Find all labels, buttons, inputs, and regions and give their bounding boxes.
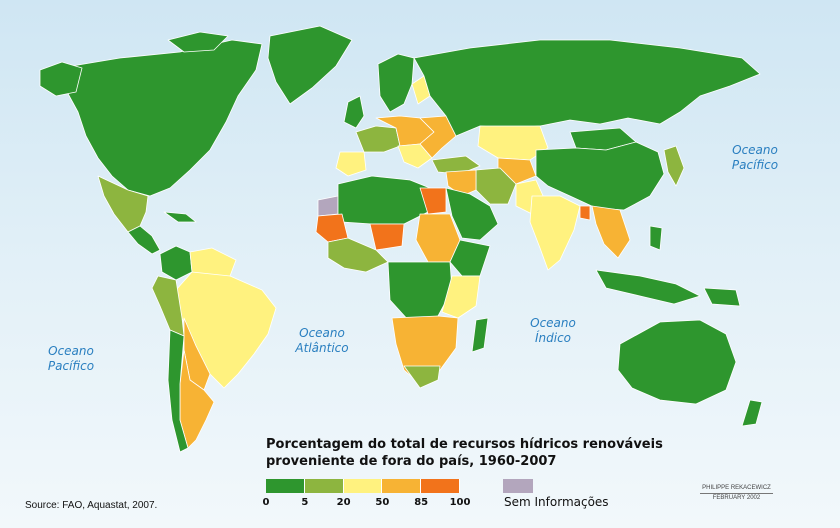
legend-swatch-85-100: [421, 479, 460, 493]
legend-tick-label: 5: [301, 497, 309, 508]
region-italy-balkans: [397, 143, 433, 169]
map-title-line-1: Porcentagem do total de recursos hídrico…: [266, 437, 663, 452]
region-central-america: [127, 225, 161, 255]
region-iberia: [335, 151, 367, 177]
legend-tick-label: 100: [449, 497, 471, 508]
region-china: [535, 141, 665, 211]
region-korea-japan: [663, 145, 685, 187]
legend-swatch-50-85: [382, 479, 422, 493]
region-colombia: [159, 245, 193, 281]
legend-tick-label: 50: [375, 497, 390, 508]
region-peru-ecuador: [151, 275, 185, 337]
region-west-africa: [327, 237, 389, 273]
region-alaska: [39, 61, 83, 97]
region-western-europe: [355, 125, 401, 153]
region-caribbean: [163, 211, 197, 223]
region-north-africa: [337, 175, 431, 225]
legend-swatch-20-50: [343, 479, 383, 493]
region-chile: [167, 329, 189, 453]
map-title: Porcentagem do total de recursos hídrico…: [266, 436, 706, 470]
ocean-label-line: Índico: [534, 331, 572, 345]
legend-tick-label: 85: [414, 497, 429, 508]
ocean-label-atlantic: Oceano Atlântico: [286, 326, 358, 356]
region-russia: [413, 39, 761, 137]
region-papua: [703, 287, 741, 307]
region-egypt: [419, 187, 447, 215]
ocean-label-line: Oceano: [48, 344, 94, 358]
region-north-america: [59, 39, 263, 197]
region-philippines: [649, 225, 663, 251]
legend-swatch-5-20: [304, 479, 344, 493]
credit-author: PHILIPPE REKACEWICZ: [700, 484, 773, 494]
region-scandinavia: [377, 53, 415, 113]
ocean-label-line: Pacífico: [47, 359, 95, 373]
credit-date: FEBRUARY 2002: [712, 495, 761, 501]
legend-color-scale: [266, 479, 460, 493]
legend-tick-label: 0: [262, 497, 270, 508]
region-australia: [617, 319, 737, 405]
ocean-label-indian: Oceano Índico: [520, 316, 586, 346]
map-title-line-2: proveniente de fora do país, 1960-2007: [266, 454, 557, 469]
author-credit: PHILIPPE REKACEWICZ FEBRUARY 2002: [700, 484, 773, 503]
ocean-label-line: Oceano: [530, 316, 576, 330]
region-south-africa: [403, 365, 441, 389]
region-madagascar: [471, 317, 489, 353]
legend-swatch-0-5: [266, 479, 305, 493]
ocean-label-line: Oceano: [299, 326, 345, 340]
region-india: [529, 195, 581, 271]
ocean-label-line: Atlântico: [295, 341, 349, 355]
region-southeast-asia: [591, 205, 631, 259]
source-note: Source: FAO, Aquastat, 2007.: [25, 500, 158, 511]
region-mauritania: [315, 213, 349, 243]
region-indonesia: [595, 269, 701, 305]
region-bangladesh: [579, 205, 591, 221]
legend-no-data-swatch: [503, 479, 533, 493]
ocean-label-pacific-east: Oceano Pacífico: [722, 143, 788, 173]
region-arabia: [445, 187, 499, 241]
ocean-label-pacific-west: Oceano Pacífico: [38, 344, 104, 374]
region-new-zealand: [741, 399, 763, 427]
region-arctic-islands: [167, 31, 229, 53]
ocean-label-line: Oceano: [732, 143, 778, 157]
ocean-label-line: Pacífico: [731, 158, 779, 172]
region-western-sahara: [317, 195, 339, 217]
region-uk: [343, 95, 365, 129]
region-greenland: [267, 25, 353, 105]
legend-no-data-label: Sem Informações: [504, 495, 609, 509]
region-niger: [369, 223, 405, 251]
region-east-africa: [441, 275, 481, 319]
legend-tick-label: 20: [336, 497, 351, 508]
region-central-africa: [387, 261, 453, 323]
